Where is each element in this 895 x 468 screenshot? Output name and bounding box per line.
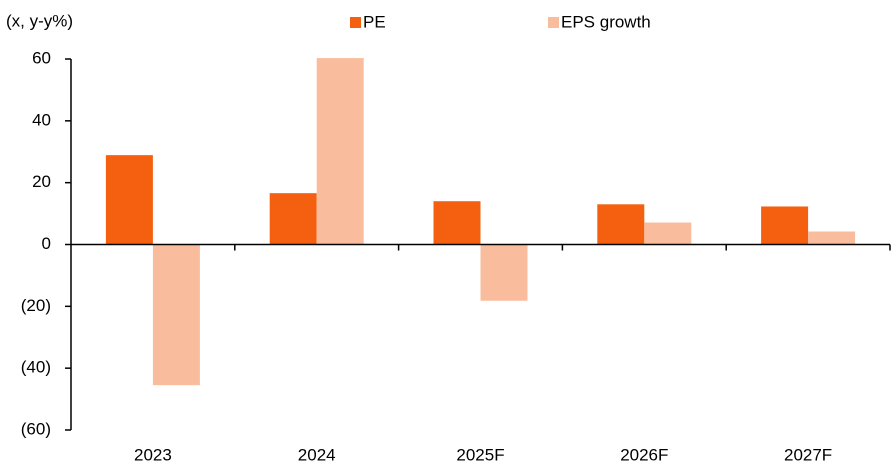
x-tick-label: 2026F — [620, 445, 668, 464]
bar — [152, 244, 200, 386]
y-tick-label: 20 — [32, 172, 51, 191]
bar — [597, 204, 645, 245]
bar — [269, 193, 317, 245]
bar — [433, 201, 481, 245]
x-tick-label: 2024 — [298, 445, 336, 464]
y-tick-label: 0 — [42, 234, 51, 253]
legend-swatch — [350, 17, 361, 28]
bar — [480, 244, 528, 301]
bar — [808, 231, 856, 245]
x-tick-label: 2025F — [456, 445, 504, 464]
legend-label: EPS growth — [561, 12, 651, 31]
x-tick-label: 2023 — [134, 445, 172, 464]
bar — [761, 206, 809, 245]
bar — [316, 58, 364, 245]
y-tick-label: (60) — [21, 419, 51, 438]
y-tick-label: 60 — [32, 48, 51, 67]
bar — [644, 222, 692, 245]
bar — [105, 155, 153, 245]
y-tick-label: (40) — [21, 358, 51, 377]
legend-swatch — [548, 17, 559, 28]
y-axis-label: (x, y-y%) — [6, 11, 73, 30]
y-tick-label: (20) — [21, 296, 51, 315]
y-tick-label: 40 — [32, 110, 51, 129]
legend-label: PE — [363, 12, 386, 31]
x-tick-label: 2027F — [784, 445, 832, 464]
